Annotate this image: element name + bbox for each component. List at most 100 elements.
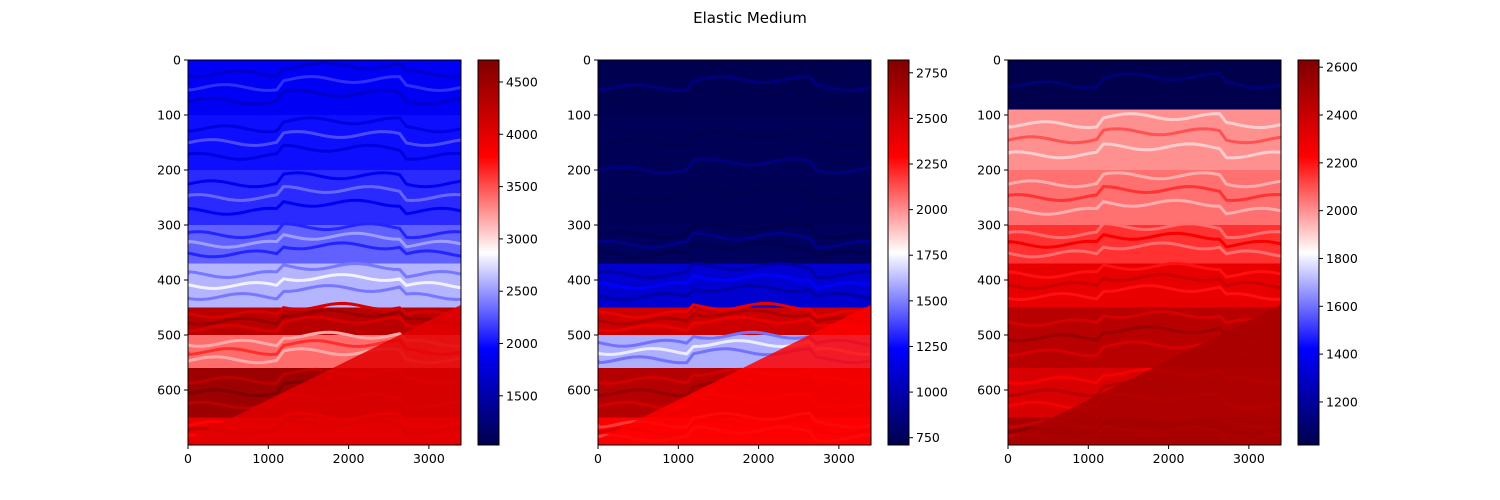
heatmap-stripe xyxy=(188,315,461,333)
x-tick-label: 3000 xyxy=(413,451,445,466)
heatmap-stripe xyxy=(598,61,871,79)
heatmap-stripe xyxy=(1008,273,1281,291)
colorbar-tick-label: 1500 xyxy=(916,293,948,308)
heatmap-stripe xyxy=(188,61,461,79)
heatmap-stripe xyxy=(598,241,871,259)
x-tick-label: 0 xyxy=(184,451,192,466)
y-tick-label: 0 xyxy=(583,53,591,68)
colorbar-tick-label: 1800 xyxy=(1326,251,1358,266)
y-tick-label: 400 xyxy=(977,273,1001,288)
y-tick-label: 300 xyxy=(567,218,591,233)
axes-frame xyxy=(187,59,462,446)
heatmap-stripe xyxy=(1008,60,1281,77)
panel-1: 0 1000 2000 3000 0 100 200 300 400 500 600 1500 2000… xyxy=(157,53,538,467)
heatmap-stripe xyxy=(1008,127,1281,145)
axes-frame xyxy=(1007,59,1282,446)
heatmap-stripe xyxy=(598,273,871,291)
heatmap-stripe xyxy=(598,231,871,249)
heatmap-stripe xyxy=(188,284,461,302)
figure-title: Elastic Medium xyxy=(693,9,807,27)
colorbar-tick-label: 2750 xyxy=(916,65,948,80)
y-tick-label: 400 xyxy=(157,273,181,288)
panel-3: 0 1000 2000 3000 0 100 200 300 400 500 600 1200 1400… xyxy=(977,53,1358,467)
heatmap-stripe xyxy=(1008,222,1281,240)
x-tick-label: 2000 xyxy=(743,451,775,466)
colorbar-tick-label: 3000 xyxy=(506,231,538,246)
x-tick-label: 2000 xyxy=(333,451,365,466)
heatmap-stripe xyxy=(188,171,461,189)
axes-frame xyxy=(597,59,872,446)
fault-block xyxy=(598,304,871,445)
heatmap-stripe xyxy=(598,184,871,203)
heatmap-stripe xyxy=(188,184,461,203)
y-tick-label: 600 xyxy=(567,383,591,398)
heatmap-stripe xyxy=(1008,284,1281,302)
fault-block xyxy=(188,304,461,445)
heatmap-stripe xyxy=(1008,112,1281,130)
heatmap-stripe xyxy=(1008,310,1281,328)
heatmap-stripe xyxy=(598,74,871,93)
fault-block xyxy=(1008,304,1281,445)
heatmap-stripe xyxy=(598,157,871,175)
colorbar-tick-label: 2000 xyxy=(506,336,538,351)
heatmap-stripe xyxy=(1008,231,1281,249)
y-tick-label: 0 xyxy=(993,53,1001,68)
colorbar xyxy=(887,59,910,446)
heatmap-stripe xyxy=(188,301,461,319)
heatmap-stripe xyxy=(598,308,871,326)
y-tick-label: 500 xyxy=(157,328,181,343)
heatmap-stripe xyxy=(1008,72,1281,90)
colorbar-tick-label: 1200 xyxy=(1326,394,1358,409)
y-tick-label: 100 xyxy=(977,108,1001,123)
heatmap-stripe xyxy=(188,143,461,161)
x-tick-label: 1000 xyxy=(252,451,284,466)
heatmap-stripe xyxy=(188,116,461,134)
colorbar-tick-label: 1400 xyxy=(1326,347,1358,362)
heatmap-stripe xyxy=(598,222,871,240)
colorbar-tick-label: 1750 xyxy=(916,248,948,263)
panel-2: 0 1000 2000 3000 0 100 200 300 400 500 600 750 1000 1… xyxy=(567,53,948,467)
y-tick-label: 600 xyxy=(157,383,181,398)
y-tick-label: 0 xyxy=(173,53,181,68)
y-tick-label: 600 xyxy=(977,383,1001,398)
heatmap-stripe xyxy=(188,88,461,106)
heatmap-stripe xyxy=(188,222,461,240)
heatmap-stripe xyxy=(188,241,461,259)
heatmap-layer xyxy=(188,170,461,225)
colorbar-tick-label: 2000 xyxy=(916,202,948,217)
heatmap-stripe xyxy=(598,301,871,319)
heatmap-stripe xyxy=(1008,198,1281,216)
x-tick-label: 1000 xyxy=(662,451,694,466)
heatmap-stripe xyxy=(188,198,461,216)
heatmap-stripe xyxy=(188,273,461,291)
heatmap xyxy=(1008,60,1281,445)
y-tick-label: 100 xyxy=(157,108,181,123)
colorbar-tick-label: 750 xyxy=(916,430,940,445)
y-tick-label: 500 xyxy=(567,328,591,343)
heatmap-stripe xyxy=(598,284,871,302)
x-tick-label: 3000 xyxy=(823,451,855,466)
heatmap-stripe xyxy=(188,308,461,326)
colorbar-tick-label: 2200 xyxy=(1326,155,1358,170)
heatmap-stripe xyxy=(598,261,871,280)
colorbar-tick-label: 1250 xyxy=(916,339,948,354)
colorbar-tick-label: 2500 xyxy=(916,111,948,126)
colorbar-tick-label: 2250 xyxy=(916,157,948,172)
colorbar-tick-label: 2400 xyxy=(1326,108,1358,123)
colorbar xyxy=(1297,59,1320,446)
y-tick-label: 200 xyxy=(157,163,181,178)
x-tick-label: 0 xyxy=(594,451,602,466)
y-tick-label: 200 xyxy=(977,163,1001,178)
x-tick-label: 1000 xyxy=(1072,451,1104,466)
y-tick-label: 300 xyxy=(977,218,1001,233)
heatmap-stripe xyxy=(598,88,871,106)
heatmap-layer xyxy=(598,225,871,264)
x-tick-label: 0 xyxy=(1004,451,1012,466)
y-tick-label: 500 xyxy=(977,328,1001,343)
heatmap-stripe xyxy=(188,74,461,93)
heatmap xyxy=(598,60,871,445)
x-tick-label: 2000 xyxy=(1153,451,1185,466)
heatmap-stripe xyxy=(1008,142,1281,160)
